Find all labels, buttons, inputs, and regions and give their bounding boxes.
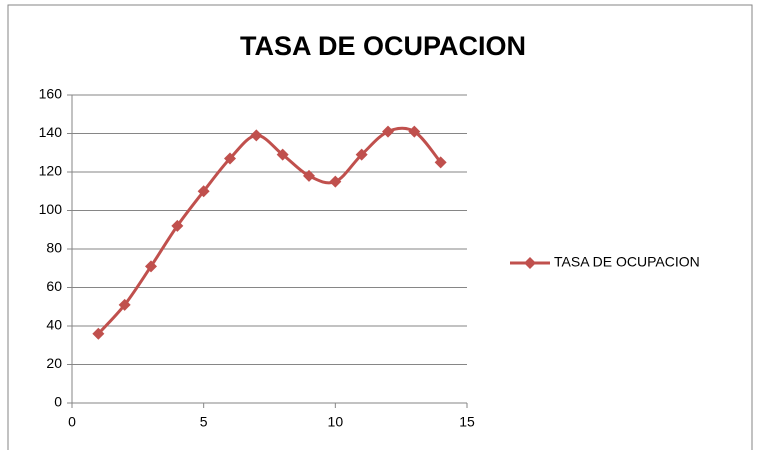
x-tick-label: 15 (459, 414, 475, 430)
marker (197, 185, 210, 198)
marker (171, 219, 184, 232)
y-tick-label: 160 (39, 86, 63, 102)
legend-marker (524, 257, 536, 269)
y-tick-label: 20 (46, 355, 62, 371)
chart-title: TASA DE OCUPACION (240, 31, 526, 61)
x-tick-label: 0 (68, 414, 76, 430)
marker (276, 148, 289, 161)
y-tick-label: 140 (39, 124, 63, 140)
marker (303, 169, 315, 182)
x-tick-label: 5 (200, 414, 208, 430)
marker (224, 152, 236, 165)
y-tick-label: 40 (46, 317, 62, 333)
marker (382, 125, 394, 138)
marker (92, 327, 105, 340)
marker (355, 148, 368, 161)
y-tick-label: 0 (54, 394, 62, 410)
y-tick-label: 80 (46, 240, 62, 256)
y-tick-label: 120 (39, 163, 63, 179)
y-tick-label: 100 (39, 201, 63, 217)
x-tick-label: 10 (328, 414, 344, 430)
marker (118, 298, 131, 311)
marker (329, 175, 342, 188)
marker (250, 129, 263, 142)
chart-frame (7, 4, 753, 455)
marker (434, 156, 447, 169)
marker (145, 260, 157, 273)
legend-label: TASA DE OCUPACION (554, 254, 700, 270)
marker (408, 125, 421, 138)
y-tick-label: 60 (46, 278, 62, 294)
